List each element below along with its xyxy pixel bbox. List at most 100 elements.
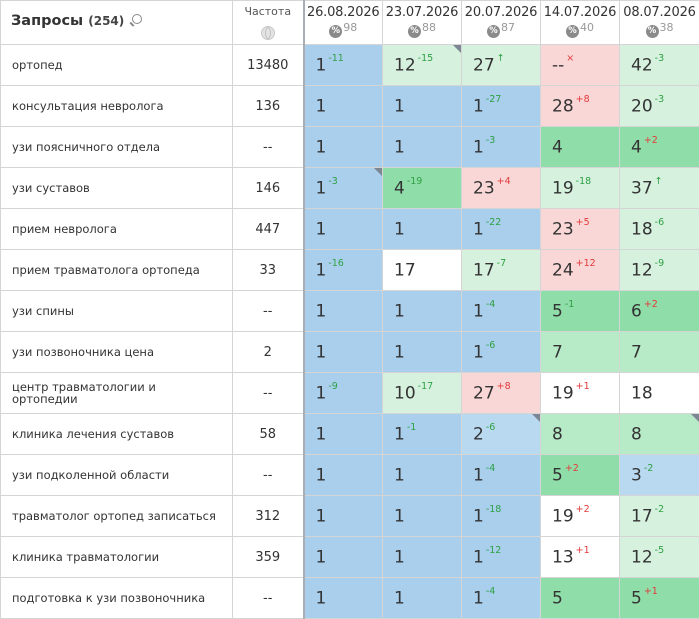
corner-marker-icon[interactable]	[691, 414, 699, 422]
frequency-header[interactable]: Частота	[233, 1, 304, 45]
position-cell[interactable]: 1-6	[462, 332, 541, 373]
position-cell[interactable]: 1	[304, 209, 383, 250]
position-cell[interactable]: 28+8	[541, 86, 620, 127]
position-cell[interactable]: 5	[541, 578, 620, 619]
position-cell[interactable]: 1	[383, 496, 462, 537]
position-cell[interactable]: 5+1	[620, 578, 699, 619]
position-cell[interactable]: 27+8	[462, 373, 541, 414]
position-cell[interactable]: 1-16	[304, 250, 383, 291]
corner-marker-icon[interactable]	[374, 168, 382, 176]
query-cell[interactable]: узи суставов	[1, 168, 233, 209]
position-cell[interactable]: 1	[383, 291, 462, 332]
date-header[interactable]: 08.07.2026 %38	[620, 1, 699, 45]
query-cell[interactable]: прием невролога	[1, 209, 233, 250]
position-cell[interactable]: 6+2	[620, 291, 699, 332]
position-cell[interactable]: 1	[383, 209, 462, 250]
position-cell[interactable]: 20-3	[620, 86, 699, 127]
position-cell[interactable]: 2-6	[462, 414, 541, 455]
position-cell[interactable]: 12-15	[383, 45, 462, 86]
query-cell[interactable]: консультация невролога	[1, 86, 233, 127]
date-header[interactable]: 23.07.2026 %88	[383, 1, 462, 45]
corner-marker-icon[interactable]	[453, 45, 461, 53]
position-cell[interactable]: 1	[304, 496, 383, 537]
position-cell[interactable]: 5-1	[541, 291, 620, 332]
date-header[interactable]: 14.07.2026 %40	[541, 1, 620, 45]
position-cell[interactable]: 1	[304, 86, 383, 127]
query-cell[interactable]: узи позвоночника цена	[1, 332, 233, 373]
position-cell[interactable]: 23+5	[541, 209, 620, 250]
position-cell[interactable]: 1	[304, 291, 383, 332]
position-cell[interactable]: 1	[304, 537, 383, 578]
date-header[interactable]: 26.08.2026 %98	[304, 1, 383, 45]
query-cell[interactable]: клиника лечения суставов	[1, 414, 233, 455]
position-cell[interactable]: 37↑	[620, 168, 699, 209]
position-cell[interactable]: 5+2	[541, 455, 620, 496]
position-cell[interactable]: 19+1	[541, 373, 620, 414]
position-cell[interactable]: 1	[304, 332, 383, 373]
position-cell[interactable]: 1-18	[462, 496, 541, 537]
position-cell[interactable]: 1-4	[462, 578, 541, 619]
position-cell[interactable]: 1	[383, 332, 462, 373]
position-cell[interactable]: 10-17	[383, 373, 462, 414]
search-icon[interactable]	[132, 14, 142, 24]
date-header[interactable]: 20.07.2026 %87	[462, 1, 541, 45]
position-cell[interactable]: --×	[541, 45, 620, 86]
position-cell[interactable]: 1	[383, 455, 462, 496]
position-cell[interactable]: 27↑	[462, 45, 541, 86]
position-cell[interactable]: 8	[620, 414, 699, 455]
query-cell[interactable]: узи поясничного отдела	[1, 127, 233, 168]
query-cell[interactable]: клиника травматологии	[1, 537, 233, 578]
position-cell[interactable]: 18-6	[620, 209, 699, 250]
position-cell[interactable]: 7	[620, 332, 699, 373]
position-cell[interactable]: 1-3	[304, 168, 383, 209]
position-cell[interactable]: 1	[383, 537, 462, 578]
query-cell[interactable]: центр травматологии и ортопедии	[1, 373, 233, 414]
globe-icon[interactable]	[261, 26, 275, 40]
position-cell[interactable]: 1	[383, 86, 462, 127]
queries-header[interactable]: Запросы (254)	[1, 1, 233, 45]
position-cell[interactable]: 4-19	[383, 168, 462, 209]
position-cell[interactable]: 7	[541, 332, 620, 373]
position-cell[interactable]: 42-3	[620, 45, 699, 86]
position-cell[interactable]: 1	[304, 578, 383, 619]
position-cell[interactable]: 17-7	[462, 250, 541, 291]
position-cell[interactable]: 1	[304, 414, 383, 455]
position-cell[interactable]: 1	[383, 578, 462, 619]
position-cell[interactable]: 1-11	[304, 45, 383, 86]
query-cell[interactable]: подготовка к узи позвоночника	[1, 578, 233, 619]
position-cell[interactable]: 8	[541, 414, 620, 455]
position-cell[interactable]: 17	[383, 250, 462, 291]
query-cell[interactable]: ортопед	[1, 45, 233, 86]
position-cell[interactable]: 13+1	[541, 537, 620, 578]
position-cell[interactable]: 1-12	[462, 537, 541, 578]
position-cell[interactable]: 1	[304, 127, 383, 168]
position-cell[interactable]: 1	[383, 127, 462, 168]
position-cell[interactable]: 19+2	[541, 496, 620, 537]
position-cell[interactable]: 17-2	[620, 496, 699, 537]
corner-marker-icon[interactable]	[532, 414, 540, 422]
position-cell[interactable]: 4	[541, 127, 620, 168]
position-cell[interactable]: 19-18	[541, 168, 620, 209]
position-cell[interactable]: 23+4	[462, 168, 541, 209]
position-cell[interactable]: 1-1	[383, 414, 462, 455]
position-cell[interactable]: 1-22	[462, 209, 541, 250]
position-cell[interactable]: 24+12	[541, 250, 620, 291]
position-cell[interactable]: 12-5	[620, 537, 699, 578]
query-cell[interactable]: узи спины	[1, 291, 233, 332]
position-cell[interactable]: 4+2	[620, 127, 699, 168]
position-cell[interactable]: 1-27	[462, 86, 541, 127]
position-cell[interactable]: 12-9	[620, 250, 699, 291]
position-cell[interactable]: 1-9	[304, 373, 383, 414]
position-cell[interactable]: 1-4	[462, 291, 541, 332]
query-cell[interactable]: травматолог ортопед записаться	[1, 496, 233, 537]
